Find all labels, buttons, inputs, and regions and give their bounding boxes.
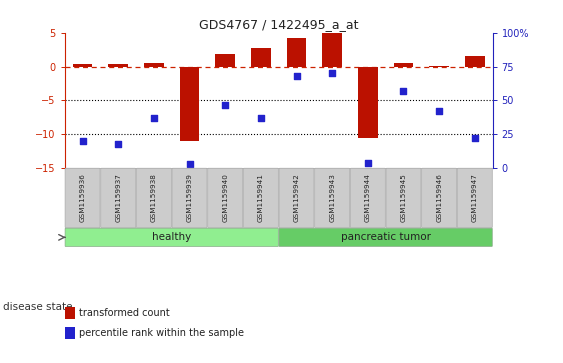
- Bar: [109, 64, 128, 66]
- Text: GSM1159937: GSM1159937: [115, 173, 121, 222]
- Text: transformed count: transformed count: [79, 308, 169, 318]
- Bar: [287, 38, 306, 66]
- Point: [221, 102, 230, 107]
- FancyBboxPatch shape: [136, 168, 171, 228]
- Point: [185, 161, 194, 167]
- Point: [149, 115, 158, 121]
- Point: [256, 115, 265, 121]
- Text: GSM1159943: GSM1159943: [329, 173, 335, 222]
- Bar: [323, 33, 342, 66]
- FancyBboxPatch shape: [65, 168, 100, 228]
- Text: GSM1159941: GSM1159941: [258, 173, 264, 222]
- Bar: [144, 63, 164, 66]
- Text: GSM1159936: GSM1159936: [79, 173, 86, 222]
- Point: [399, 88, 408, 94]
- Text: disease state: disease state: [3, 302, 72, 312]
- Text: pancreatic tumor: pancreatic tumor: [341, 232, 431, 242]
- FancyBboxPatch shape: [208, 168, 243, 228]
- Point: [363, 160, 372, 166]
- Title: GDS4767 / 1422495_a_at: GDS4767 / 1422495_a_at: [199, 19, 359, 32]
- Text: GSM1159944: GSM1159944: [365, 173, 371, 222]
- FancyBboxPatch shape: [172, 168, 207, 228]
- Point: [114, 141, 123, 147]
- FancyBboxPatch shape: [243, 168, 278, 228]
- Text: healthy: healthy: [152, 232, 191, 242]
- FancyBboxPatch shape: [386, 168, 421, 228]
- Bar: [358, 66, 378, 138]
- Point: [470, 135, 479, 141]
- Point: [78, 138, 87, 144]
- FancyBboxPatch shape: [101, 168, 136, 228]
- FancyBboxPatch shape: [422, 168, 457, 228]
- Text: GSM1159938: GSM1159938: [151, 173, 157, 222]
- Bar: [465, 56, 485, 66]
- Bar: [394, 63, 413, 66]
- Bar: [180, 66, 199, 141]
- Text: GSM1159940: GSM1159940: [222, 173, 228, 222]
- Text: GSM1159946: GSM1159946: [436, 173, 442, 222]
- FancyBboxPatch shape: [65, 228, 278, 246]
- Point: [435, 109, 444, 114]
- FancyBboxPatch shape: [279, 228, 492, 246]
- Point: [328, 70, 337, 76]
- FancyBboxPatch shape: [279, 168, 314, 228]
- Text: GSM1159939: GSM1159939: [186, 173, 193, 222]
- Bar: [251, 48, 271, 66]
- FancyBboxPatch shape: [315, 168, 350, 228]
- Text: GSM1159942: GSM1159942: [293, 173, 300, 222]
- FancyBboxPatch shape: [457, 168, 492, 228]
- Text: GSM1159947: GSM1159947: [472, 173, 478, 222]
- Point: [292, 73, 301, 79]
- FancyBboxPatch shape: [350, 168, 385, 228]
- Text: percentile rank within the sample: percentile rank within the sample: [79, 328, 244, 338]
- Text: GSM1159945: GSM1159945: [400, 173, 406, 222]
- Bar: [73, 64, 92, 66]
- Bar: [216, 54, 235, 66]
